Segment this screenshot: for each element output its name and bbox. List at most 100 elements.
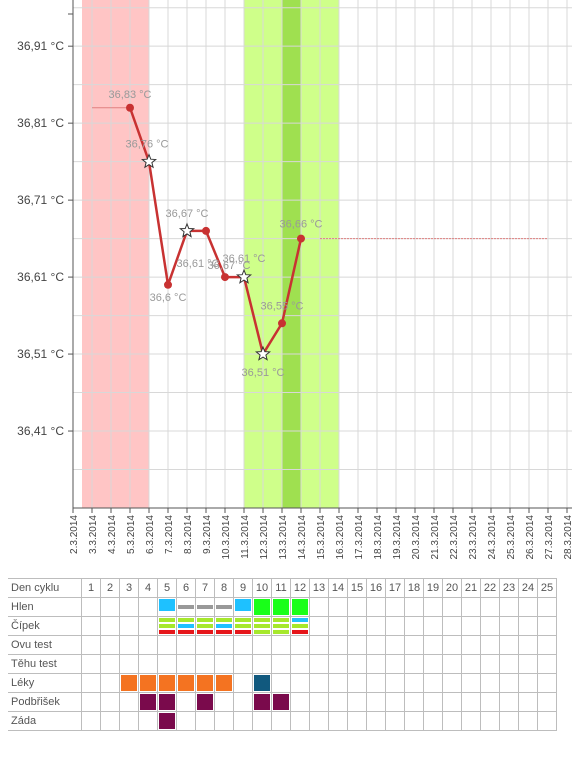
table-cell [385, 711, 405, 731]
table-cell [423, 711, 443, 731]
data-point [202, 226, 210, 235]
table-cell [233, 654, 253, 674]
data-label: 36,83 °C [109, 89, 152, 101]
table-row: Záda [8, 711, 557, 731]
data-label: 36,61 °C [223, 253, 266, 265]
cell-bar [254, 624, 270, 628]
cycle-table: Den cyklu 1 2 3 4 5 6 7 8 9 10 11 12 13 14 15 16 17 18 19 20… [8, 578, 557, 731]
table-cell [233, 597, 253, 617]
row-label: Podbřišek [8, 692, 82, 712]
row-label: Hlen [8, 597, 82, 617]
table-cell [347, 654, 367, 674]
cell-fill [254, 599, 270, 615]
table-cell [309, 673, 329, 693]
cell-fill [159, 675, 175, 691]
table-cell [537, 711, 557, 731]
x-tick-label: 28.3.2014 [563, 515, 574, 560]
table-cell [423, 692, 443, 712]
table-cell [252, 597, 272, 617]
table-cell [138, 635, 158, 655]
table-header-row: Den cyklu 1 2 3 4 5 6 7 8 9 10 11 12 13 14 15 16 17 18 19 20… [8, 578, 557, 598]
table-cell [157, 635, 177, 655]
table-cell [81, 711, 101, 731]
table-cell [518, 711, 538, 731]
table-cell [309, 692, 329, 712]
cell-bar [197, 618, 213, 622]
table-cell [252, 635, 272, 655]
table-cell [404, 635, 424, 655]
table-cell [119, 654, 139, 674]
table-cell [385, 616, 405, 636]
temperature-line [128, 107, 303, 356]
data-label: 36,61 °C [177, 258, 220, 270]
table-cell [138, 654, 158, 674]
table-cell [423, 616, 443, 636]
table-cell [328, 692, 348, 712]
table-cell [366, 711, 386, 731]
x-tick-label: 12.3.2014 [259, 515, 270, 560]
day-cell: 22 [480, 578, 500, 598]
day-cell: 20 [442, 578, 462, 598]
table-cell [81, 673, 101, 693]
data-point [297, 234, 305, 243]
x-tick-label: 6.3.2014 [145, 515, 156, 554]
cell-bar [159, 618, 175, 622]
table-cell [290, 597, 310, 617]
table-cell [290, 692, 310, 712]
table-cell [480, 654, 500, 674]
table-cell [537, 654, 557, 674]
table-cell [309, 635, 329, 655]
table-cell [157, 673, 177, 693]
table-cell [100, 673, 120, 693]
cell-bar [235, 630, 251, 634]
table-cell [252, 616, 272, 636]
table-cell [157, 616, 177, 636]
x-tick-label: 15.3.2014 [316, 515, 327, 560]
table-cell [480, 711, 500, 731]
data-point-star [254, 345, 272, 361]
table-cell [233, 616, 253, 636]
table-cell [195, 635, 215, 655]
cell-bar [254, 618, 270, 622]
table-cell [119, 692, 139, 712]
data-point [164, 280, 172, 289]
table-cell [499, 597, 519, 617]
cell-fill [121, 675, 137, 691]
table-cell [100, 635, 120, 655]
table-cell [537, 597, 557, 617]
x-tick-label: 23.3.2014 [468, 515, 479, 560]
day-cell: 13 [309, 578, 329, 598]
table-cell [195, 616, 215, 636]
table-cell [214, 654, 234, 674]
table-cell [214, 597, 234, 617]
table-cell [176, 654, 196, 674]
table-cell [518, 616, 538, 636]
cell-fill [216, 675, 232, 691]
cell-bar [216, 630, 232, 634]
table-cell [271, 673, 291, 693]
table-cell [347, 692, 367, 712]
cell-fill [273, 694, 289, 710]
cell-bar [178, 605, 194, 609]
table-cell [328, 654, 348, 674]
table-cell [176, 673, 196, 693]
table-cell [271, 597, 291, 617]
table-cell [119, 597, 139, 617]
table-cell [442, 692, 462, 712]
table-row: Čípek [8, 616, 557, 636]
table-cell [461, 616, 481, 636]
temperature-chart: 36,91 °C 36,81 °C 36,71 °C 36,61 °C 36,51 °C… [17, 0, 574, 560]
x-tick-label: 27.3.2014 [544, 515, 555, 560]
cell-bar [273, 618, 289, 622]
table-cell [252, 654, 272, 674]
table-cell [461, 635, 481, 655]
x-tick-label: 26.3.2014 [525, 515, 536, 560]
table-cell [442, 597, 462, 617]
table-cell [138, 711, 158, 731]
table-cell [271, 711, 291, 731]
table-cell [366, 597, 386, 617]
row-label: Těhu test [8, 654, 82, 674]
day-cell: 4 [138, 578, 158, 598]
table-cell [195, 673, 215, 693]
x-tick-label: 8.3.2014 [183, 515, 194, 554]
